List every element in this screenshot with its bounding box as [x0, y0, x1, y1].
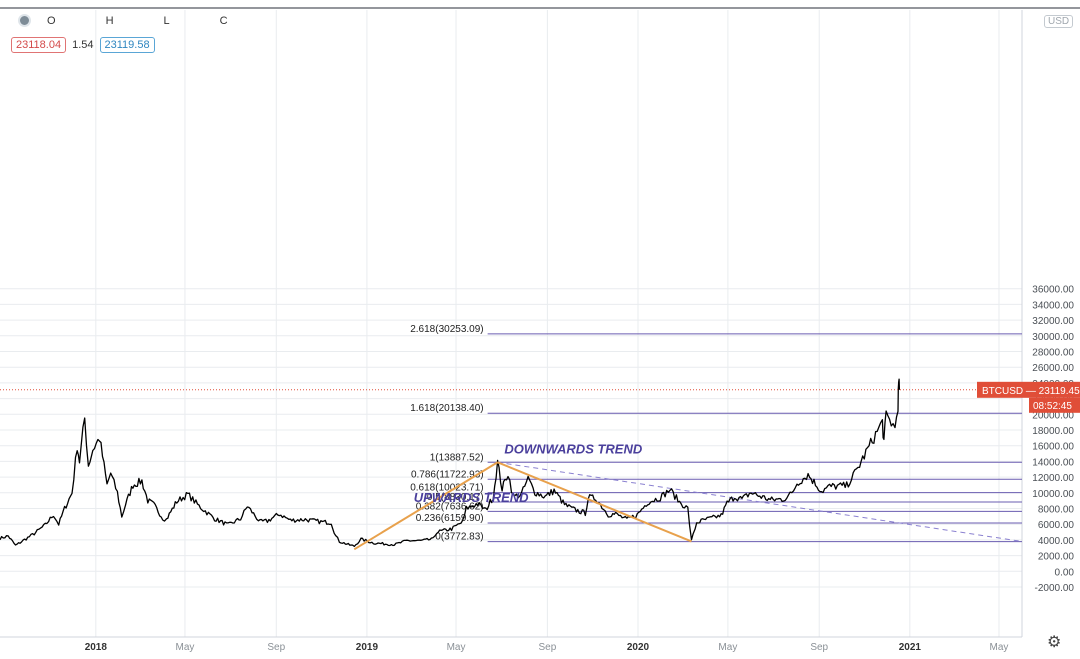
y-tick-label: 14000.00: [1032, 457, 1074, 468]
x-tick-label: Sep: [267, 642, 285, 653]
x-tick-label: May: [990, 642, 1009, 653]
symbol-status-icon: [18, 14, 31, 27]
y-tick-label: 10000.00: [1032, 489, 1074, 500]
trend-line[interactable]: [497, 461, 692, 543]
fib-level-label: 1(13887.52): [430, 452, 484, 463]
ohlc-close-label: C: [219, 14, 228, 27]
spread-value: 1.54: [72, 39, 94, 51]
fib-level-label: 0.382(7636.62): [416, 501, 484, 512]
btcusd-price-line[interactable]: [0, 378, 901, 548]
sell-price-box[interactable]: 23118.04: [11, 37, 67, 53]
y-tick-label: 36000.00: [1032, 285, 1074, 296]
y-tick-label: 26000.00: [1032, 363, 1074, 374]
y-tick-label: 2000.00: [1038, 552, 1075, 563]
x-tick-label: 2018: [85, 642, 108, 653]
countdown-label: 08:52:45: [1033, 401, 1072, 412]
gear-icon[interactable]: ⚙: [1047, 634, 1062, 651]
y-tick-label: 32000.00: [1032, 316, 1074, 327]
trend-annotation: DOWNWARDS TREND: [504, 442, 643, 457]
y-tick-label: 12000.00: [1032, 473, 1074, 484]
x-tick-label: 2019: [356, 642, 379, 653]
x-tick-label: May: [447, 642, 466, 653]
y-tick-label: 0.00: [1055, 567, 1075, 578]
dashed-trend-line[interactable]: [497, 461, 1023, 542]
fib-level-label: 0.5(8830.17): [427, 492, 484, 503]
x-tick-label: 2020: [627, 642, 650, 653]
y-tick-label: 30000.00: [1032, 332, 1074, 343]
fib-level-label: 0.786(11722.93): [411, 469, 484, 480]
currency-label[interactable]: USD: [1044, 15, 1074, 28]
buy-price-box[interactable]: 23119.58: [99, 37, 155, 53]
fib-level-label: 0.236(6159.90): [416, 513, 484, 524]
y-tick-label: -2000.00: [1035, 583, 1075, 594]
ohlc-open-label: O: [47, 14, 56, 27]
fib-level-label: 0(3772.83): [435, 532, 483, 543]
x-tick-label: Sep: [538, 642, 556, 653]
x-tick-label: May: [718, 642, 737, 653]
trend-line[interactable]: [353, 461, 499, 551]
last-price-symbol: BTCUSD — 23119.45: [982, 386, 1080, 397]
x-tick-label: May: [175, 642, 194, 653]
y-tick-label: 6000.00: [1038, 520, 1075, 531]
x-tick-label: Sep: [810, 642, 828, 653]
ohlc-legend: O H L C: [18, 14, 278, 27]
y-tick-label: 20000.00: [1032, 410, 1074, 421]
fib-level-label: 1.618(20138.40): [410, 403, 483, 414]
y-tick-label: 28000.00: [1032, 348, 1074, 359]
ohlc-high-label: H: [105, 14, 114, 27]
last-price-tag[interactable]: [977, 381, 1080, 398]
fib-level-label: 0.618(10023.71): [410, 483, 483, 494]
fib-level-label: 2.618(30253.09): [410, 324, 483, 335]
trend-annotation: UPWARDS TREND: [414, 490, 529, 505]
countdown-tag: [1029, 397, 1080, 413]
y-tick-label: 8000.00: [1038, 505, 1075, 516]
y-tick-label: 18000.00: [1032, 426, 1074, 437]
x-tick-label: 2021: [899, 642, 922, 653]
ohlc-low-label: L: [163, 14, 170, 27]
y-tick-label: 34000.00: [1032, 300, 1074, 311]
y-tick-label: 4000.00: [1038, 536, 1075, 547]
y-tick-label: 16000.00: [1032, 442, 1074, 453]
bid-ask-panel: 23118.04 1.54 23119.58: [11, 37, 155, 53]
